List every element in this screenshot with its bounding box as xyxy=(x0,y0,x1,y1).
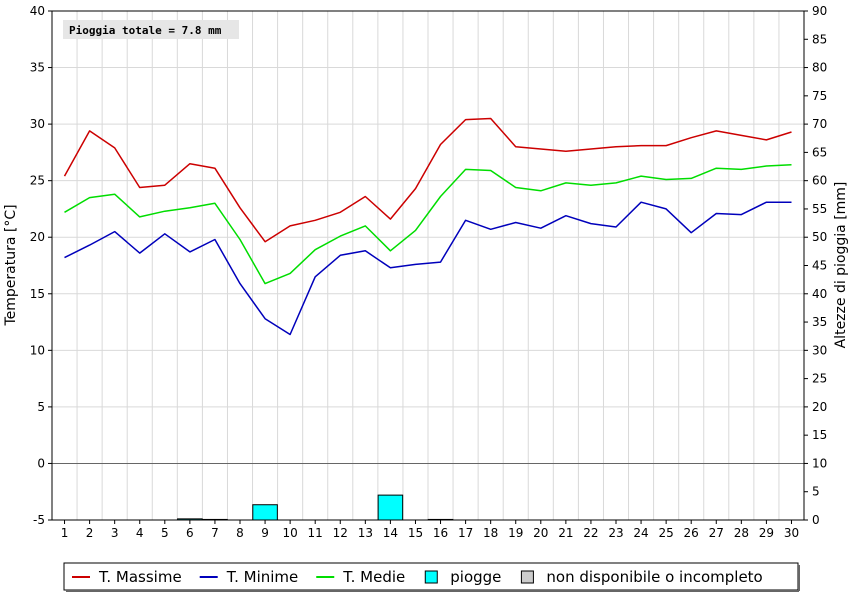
x-tick-label: 25 xyxy=(658,526,673,540)
x-tick-label: 27 xyxy=(709,526,724,540)
y-left-label: Temperatura [°C] xyxy=(3,204,19,326)
legend-label: piogge xyxy=(450,568,501,586)
y-right-tick-label: 45 xyxy=(812,259,827,273)
x-tick-label: 12 xyxy=(333,526,348,540)
x-tick-label: 10 xyxy=(282,526,297,540)
x-tick-label: 21 xyxy=(558,526,573,540)
rain-bar xyxy=(252,504,278,521)
x-tick-label: 9 xyxy=(261,526,269,540)
x-tick-label: 11 xyxy=(308,526,323,540)
x-ticks: 1 2 3 4 5 6 7 8 9 10 11 12 13 14 15 16 17 18 19 20 21 22 23 24 2… xyxy=(61,520,799,540)
y-left-tick-label: 35 xyxy=(30,61,45,75)
x-tick-label: 2 xyxy=(86,526,94,540)
y-left-tick-label: 40 xyxy=(30,4,45,18)
y-left-tick-label: -5 xyxy=(33,513,45,527)
legend-label: T. Minime xyxy=(226,568,299,586)
x-tick-label: 8 xyxy=(236,526,244,540)
series-line xyxy=(63,117,792,243)
y-right-tick-label: 55 xyxy=(812,202,827,216)
y-right-ticks: 0 5 10 15 20 25 30 35 40 45 50 55 60 65 70 75 80 85 90 xyxy=(804,4,827,527)
y-left-tick-label: 30 xyxy=(30,117,45,131)
x-tick-label: 13 xyxy=(358,526,373,540)
y-left-tick-label: 20 xyxy=(30,230,45,244)
x-tick-label: 15 xyxy=(408,526,423,540)
x-tick-label: 17 xyxy=(458,526,473,540)
series-lines xyxy=(63,117,792,336)
x-tick-label: 16 xyxy=(433,526,448,540)
x-tick-label: 1 xyxy=(61,526,69,540)
legend-label: T. Medie xyxy=(342,568,405,586)
y-left-ticks: -5 0 5 10 15 20 25 30 35 40 xyxy=(30,4,52,527)
y-right-tick-label: 15 xyxy=(812,428,827,442)
legend-swatch-box xyxy=(520,570,534,584)
x-tick-label: 29 xyxy=(759,526,774,540)
legend: T. Massime T. Minime T. Medie piogge non dis… xyxy=(72,568,763,586)
x-tick-label: 20 xyxy=(533,526,548,540)
legend-label: T. Massime xyxy=(98,568,182,586)
y-right-tick-label: 50 xyxy=(812,230,827,244)
rain-bar xyxy=(377,494,404,521)
x-tick-label: 7 xyxy=(211,526,219,540)
x-tick-label: 30 xyxy=(784,526,799,540)
y-right-tick-label: 25 xyxy=(812,372,827,386)
series-line xyxy=(64,164,792,285)
y-right-tick-label: 80 xyxy=(812,61,827,75)
y-right-tick-label: 0 xyxy=(812,513,820,527)
legend-label: non disponibile o incompleto xyxy=(546,568,762,586)
x-tick-label: 26 xyxy=(684,526,699,540)
y-right-tick-label: 70 xyxy=(812,117,827,131)
x-tick-label: 4 xyxy=(136,526,144,540)
x-tick-label: 5 xyxy=(161,526,169,540)
x-tick-label: 6 xyxy=(186,526,194,540)
y-right-tick-label: 90 xyxy=(812,4,827,18)
y-left-tick-label: 0 xyxy=(37,456,45,470)
y-left-tick-label: 25 xyxy=(30,174,45,188)
y-right-tick-label: 40 xyxy=(812,287,827,301)
y-right-tick-label: 20 xyxy=(812,400,827,414)
y-right-tick-label: 85 xyxy=(812,32,827,46)
annotation-text: Pioggia totale = 7.8 mm xyxy=(69,24,222,37)
x-tick-label: 19 xyxy=(508,526,523,540)
y-right-tick-label: 10 xyxy=(812,456,827,470)
x-tick-label: 28 xyxy=(734,526,749,540)
x-tick-label: 3 xyxy=(111,526,119,540)
y-right-tick-label: 60 xyxy=(812,174,827,188)
y-left-tick-label: 15 xyxy=(30,287,45,301)
legend-swatch-box xyxy=(424,570,438,584)
y-left-tick-label: 5 xyxy=(37,400,45,414)
rain-bars xyxy=(177,494,454,521)
x-tick-label: 14 xyxy=(383,526,398,540)
x-tick-label: 23 xyxy=(608,526,623,540)
y-right-label: Altezze di pioggia [mm] xyxy=(833,182,849,349)
y-right-tick-label: 75 xyxy=(812,89,827,103)
y-right-tick-label: 65 xyxy=(812,145,827,159)
x-tick-label: 24 xyxy=(633,526,648,540)
x-tick-label: 22 xyxy=(583,526,598,540)
x-tick-label: 18 xyxy=(483,526,498,540)
series-line xyxy=(64,201,792,336)
annotation-box xyxy=(63,20,239,39)
grid xyxy=(52,10,804,521)
y-left-tick-label: 10 xyxy=(30,343,45,357)
y-right-tick-label: 5 xyxy=(812,485,820,499)
y-right-tick-label: 30 xyxy=(812,343,827,357)
y-right-tick-label: 35 xyxy=(812,315,827,329)
